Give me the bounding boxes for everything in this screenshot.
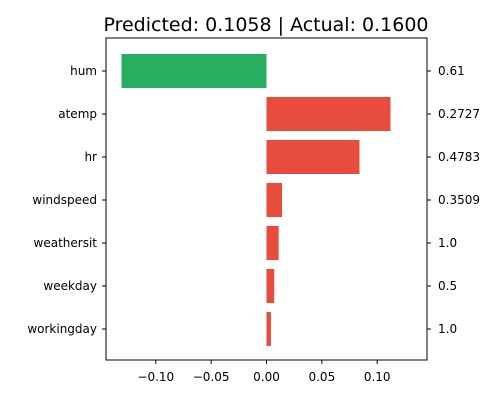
x-tick-label: 0.00 bbox=[253, 370, 280, 384]
bar-weathersit bbox=[266, 226, 279, 260]
chart-title: Predicted: 0.1058 | Actual: 0.1600 bbox=[103, 14, 428, 36]
bar-hum bbox=[121, 54, 267, 88]
feature-value-label-windspeed: 0.3509 bbox=[438, 193, 480, 207]
y-tick-label-workingday: workingday bbox=[27, 322, 97, 336]
bar-workingday bbox=[266, 312, 271, 346]
plot-frame bbox=[105, 37, 428, 361]
feature-value-labels: 0.61 0.2727 0.4783 0.3509 1.0 0.5 1.0 bbox=[427, 64, 480, 336]
feature-value-label-weathersit: 1.0 bbox=[438, 236, 457, 250]
feature-value-label-workingday: 1.0 bbox=[438, 322, 457, 336]
y-tick-label-windspeed: windspeed bbox=[32, 193, 97, 207]
x-tick-label: −0.10 bbox=[137, 370, 174, 384]
x-tick-label: 0.10 bbox=[364, 370, 391, 384]
y-tick-label-weathersit: weathersit bbox=[34, 236, 98, 250]
feature-value-label-atemp: 0.2727 bbox=[438, 107, 480, 121]
y-tick-label-hr: hr bbox=[84, 150, 97, 164]
y-tick-label-weekday: weekday bbox=[43, 279, 97, 293]
x-tick-label: −0.05 bbox=[193, 370, 230, 384]
category-labels: hum atemp hr windspeed weathersit weekday work… bbox=[27, 64, 106, 336]
x-axis: −0.10 −0.05 0.00 0.05 0.10 bbox=[137, 360, 391, 384]
x-tick-label: 0.05 bbox=[308, 370, 335, 384]
bar-hr bbox=[266, 140, 360, 174]
bar-weekday bbox=[266, 269, 275, 303]
feature-value-label-hum: 0.61 bbox=[438, 64, 465, 78]
y-tick-label-atemp: atemp bbox=[58, 107, 97, 121]
bars-layer bbox=[121, 54, 391, 346]
y-tick-label-hum: hum bbox=[70, 64, 97, 78]
feature-value-label-hr: 0.4783 bbox=[438, 150, 480, 164]
feature-value-label-weekday: 0.5 bbox=[438, 279, 457, 293]
bar-windspeed bbox=[266, 183, 282, 217]
bar-atemp bbox=[266, 97, 391, 131]
